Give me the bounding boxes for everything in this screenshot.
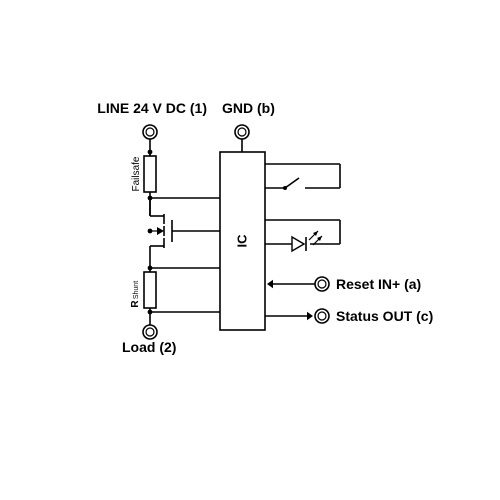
terminal-reset: [315, 277, 329, 291]
shunt-resistor: [144, 272, 156, 308]
label-load: Load (2): [122, 339, 176, 355]
mosfet-arrow: [157, 227, 164, 235]
label-failsafe: Failsafe: [131, 156, 142, 191]
failsafe-resistor: [144, 156, 156, 192]
label-rshunt: RShunt: [130, 281, 141, 308]
label-reset: Reset IN+ (a): [336, 276, 421, 292]
label-line: LINE 24 V DC (1): [97, 100, 207, 116]
terminal-gnd: [235, 125, 249, 139]
svg-text:R: R: [130, 300, 141, 308]
circuit-diagram: LINE 24 V DC (1) GND (b) Reset IN+ (a) Stat…: [0, 0, 500, 500]
label-status: Status OUT (c): [336, 308, 433, 324]
terminal-line: [143, 125, 157, 139]
label-ic: IC: [235, 234, 250, 248]
svg-text:Shunt: Shunt: [133, 281, 140, 299]
terminal-load: [143, 325, 157, 339]
status-led: [292, 237, 304, 251]
terminal-status: [315, 309, 329, 323]
label-gnd: GND (b): [222, 100, 275, 116]
